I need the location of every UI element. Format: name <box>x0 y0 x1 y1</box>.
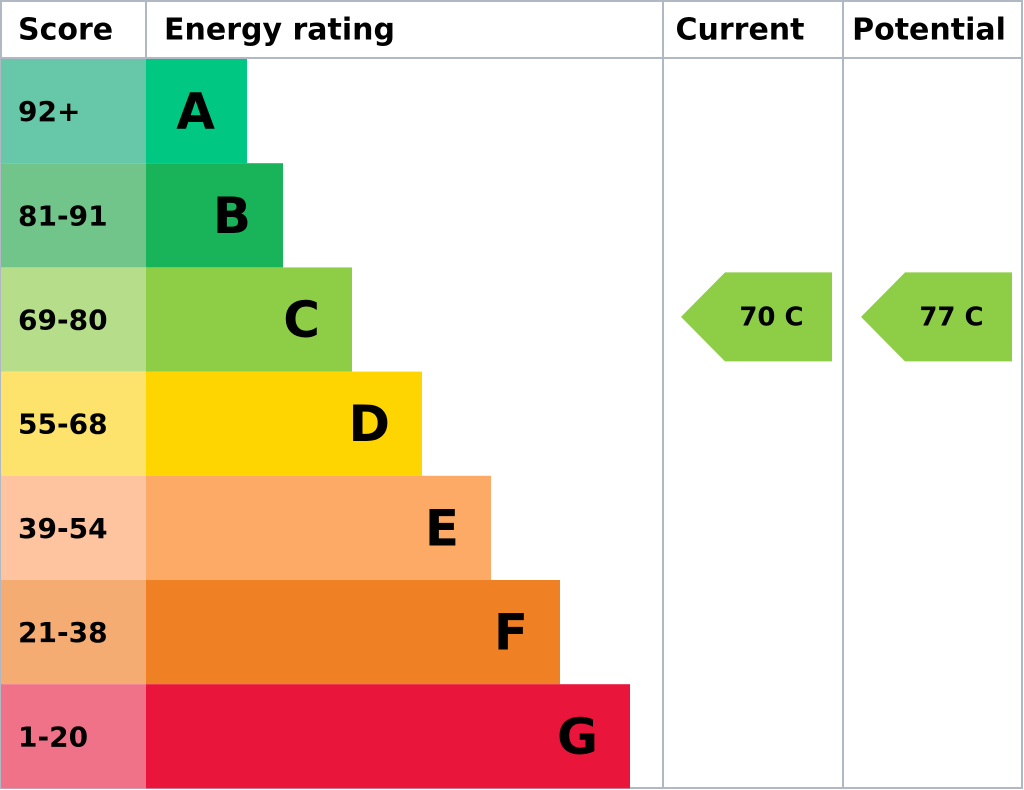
band-letter: C <box>283 291 320 349</box>
header-potential: Potential <box>852 13 1006 48</box>
rating-bar <box>146 163 283 268</box>
score-cell <box>1 371 146 476</box>
score-label: 92+ <box>18 95 80 128</box>
current-label: 70 C <box>739 302 803 332</box>
header-current: Current <box>675 13 804 48</box>
rating-bar <box>146 475 491 580</box>
score-label: 39-54 <box>18 512 108 545</box>
potential-label: 77 C <box>919 302 983 332</box>
band-letter: D <box>348 395 390 453</box>
score-cell <box>1 580 146 685</box>
score-label: 81-91 <box>18 199 108 232</box>
score-cell <box>1 267 146 372</box>
score-label: 1-20 <box>18 720 88 753</box>
rating-bar <box>146 267 352 372</box>
header-score: Score <box>18 13 113 48</box>
band-letter: A <box>176 83 215 141</box>
score-label: 21-38 <box>18 616 108 649</box>
band-letter: E <box>425 499 459 557</box>
score-label: 69-80 <box>18 304 108 337</box>
rating-bar <box>146 684 630 789</box>
rating-bar <box>146 371 422 476</box>
header-rating: Energy rating <box>164 13 395 48</box>
score-cell <box>1 475 146 580</box>
band-letter: B <box>213 187 251 245</box>
potential-arrow <box>861 272 1012 362</box>
score-cell <box>1 59 146 164</box>
current-arrow <box>681 272 832 362</box>
score-label: 55-68 <box>18 408 108 441</box>
band-letter: F <box>494 604 528 662</box>
score-cell <box>1 163 146 268</box>
score-cell <box>1 684 146 789</box>
rating-bar <box>146 59 247 164</box>
band-letter: G <box>557 708 598 766</box>
rating-bar <box>146 580 560 685</box>
